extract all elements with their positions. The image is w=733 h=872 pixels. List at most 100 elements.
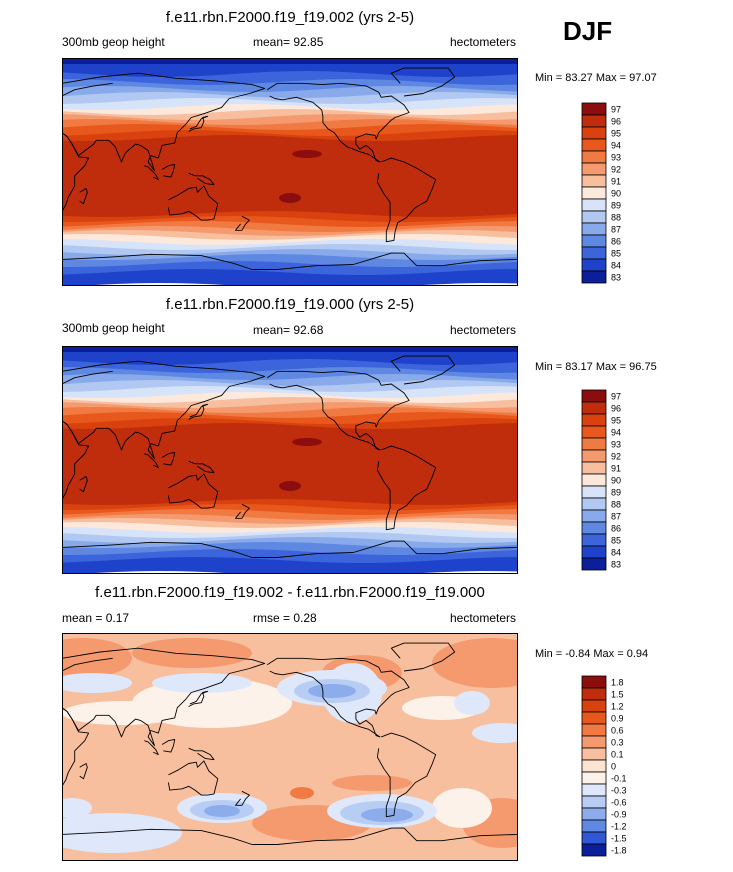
coastline bbox=[167, 473, 219, 509]
colorbar-box bbox=[581, 162, 607, 176]
contour-max bbox=[279, 193, 301, 203]
colorbar-box bbox=[581, 545, 607, 559]
colorbar-label: 96 bbox=[611, 404, 621, 414]
panel-3-title: f.e11.rbn.F2000.f19_f19.002 - f.e11.rbn.… bbox=[95, 584, 485, 601]
colorbar-label: 88 bbox=[611, 213, 621, 223]
panel-2-variable-label: 300mb geop height bbox=[62, 321, 165, 335]
contour-blob bbox=[152, 673, 252, 693]
colorbar-box bbox=[581, 174, 607, 188]
coastline bbox=[188, 690, 209, 707]
coastlines bbox=[62, 67, 518, 270]
contour-min bbox=[62, 58, 518, 64]
colorbar-box bbox=[581, 425, 607, 439]
coastline bbox=[62, 657, 113, 672]
contour-blob bbox=[454, 691, 490, 715]
contour-blob bbox=[62, 701, 182, 725]
colorbar-label: 1.2 bbox=[611, 702, 624, 712]
coastline bbox=[79, 188, 88, 205]
colorbar-label: 93 bbox=[611, 153, 621, 163]
coastline bbox=[62, 72, 266, 172]
panel-1-map bbox=[62, 58, 518, 286]
colorbar-box bbox=[581, 747, 607, 761]
coastline bbox=[376, 732, 437, 818]
contour-blob bbox=[62, 638, 132, 678]
colorbar-box bbox=[581, 449, 607, 463]
colorbar-label: 0.1 bbox=[611, 750, 624, 760]
colorbar-label: 83 bbox=[611, 560, 621, 570]
colorbar-box bbox=[581, 819, 607, 833]
colorbar-box bbox=[581, 270, 607, 284]
colorbar-label: 87 bbox=[611, 225, 621, 235]
panel-3-minmax: Min = -0.84 Max = 0.94 bbox=[535, 648, 649, 660]
colorbar-box bbox=[581, 687, 607, 701]
coastline bbox=[62, 827, 518, 845]
contour-fill bbox=[62, 633, 518, 861]
contour-max bbox=[292, 438, 322, 446]
coastline bbox=[62, 420, 90, 500]
colorbar-box bbox=[581, 234, 607, 248]
coastline bbox=[62, 370, 113, 385]
coastline bbox=[62, 82, 113, 97]
contour-blob bbox=[132, 638, 252, 668]
coastline bbox=[62, 132, 90, 212]
coastline bbox=[235, 790, 250, 806]
coastlines bbox=[62, 642, 518, 845]
colorbar-box bbox=[581, 186, 607, 200]
colorbar-label: -0.3 bbox=[611, 786, 627, 796]
contour-band bbox=[62, 135, 518, 217]
colorbar-label: 97 bbox=[611, 392, 621, 402]
coastlines bbox=[62, 355, 518, 558]
coastline bbox=[390, 355, 456, 385]
colorbar-box bbox=[581, 759, 607, 773]
coastline bbox=[390, 642, 456, 672]
colorbar-label: 94 bbox=[611, 428, 621, 438]
colorbar-box bbox=[581, 711, 607, 725]
colorbar-box bbox=[581, 533, 607, 547]
coastline bbox=[161, 451, 176, 466]
colorbar-label: 84 bbox=[611, 548, 621, 558]
colorbar-label: 84 bbox=[611, 261, 621, 271]
colorbar-label: 1.5 bbox=[611, 690, 624, 700]
colorbar-label: 85 bbox=[611, 249, 621, 259]
coastline bbox=[62, 360, 266, 460]
colorbar-box bbox=[581, 473, 607, 487]
colorbar-box bbox=[581, 389, 607, 403]
colorbar-box bbox=[581, 126, 607, 140]
colorbar-box bbox=[581, 246, 607, 260]
colorbar-label: 91 bbox=[611, 464, 621, 474]
colorbar-label: 93 bbox=[611, 440, 621, 450]
colorbar-label: 86 bbox=[611, 524, 621, 534]
colorbar-label: 85 bbox=[611, 536, 621, 546]
contour-blob bbox=[308, 684, 356, 698]
panel-1-colorbar: 97 96 95 94 93 92 91 90 89 88 87 86 85 84 83 bbox=[581, 102, 621, 284]
coastline bbox=[79, 763, 88, 780]
coastline bbox=[188, 403, 209, 420]
coastline bbox=[144, 453, 159, 469]
colorbar-label: 0.6 bbox=[611, 726, 624, 736]
coastline bbox=[376, 157, 437, 243]
panel-1-units: hectometers bbox=[450, 35, 517, 49]
contour-blob bbox=[62, 673, 132, 693]
colorbar-box bbox=[581, 675, 607, 689]
panel-3-mean: mean = 0.17 bbox=[62, 611, 130, 625]
colorbar-box bbox=[581, 401, 607, 415]
colorbar-box bbox=[581, 150, 607, 164]
map-frame bbox=[62, 346, 518, 574]
contour-blob bbox=[62, 813, 182, 853]
colorbar-label: 92 bbox=[611, 165, 621, 175]
contour-blob bbox=[62, 798, 92, 818]
colorbar-label: 89 bbox=[611, 488, 621, 498]
colorbar-label: -1.5 bbox=[611, 834, 627, 844]
coastline bbox=[144, 740, 159, 756]
panel-3-map bbox=[62, 633, 518, 861]
coastline bbox=[266, 82, 410, 163]
coastline bbox=[188, 172, 215, 186]
panel-1-variable-label: 300mb geop height bbox=[62, 35, 165, 49]
coastline bbox=[144, 165, 159, 181]
colorbar-label: -0.6 bbox=[611, 798, 627, 808]
panel-1-mean: mean= 92.85 bbox=[253, 35, 324, 49]
colorbar-box bbox=[581, 771, 607, 785]
colorbar-box bbox=[581, 521, 607, 535]
coastline bbox=[188, 747, 215, 761]
coastline bbox=[62, 707, 90, 787]
